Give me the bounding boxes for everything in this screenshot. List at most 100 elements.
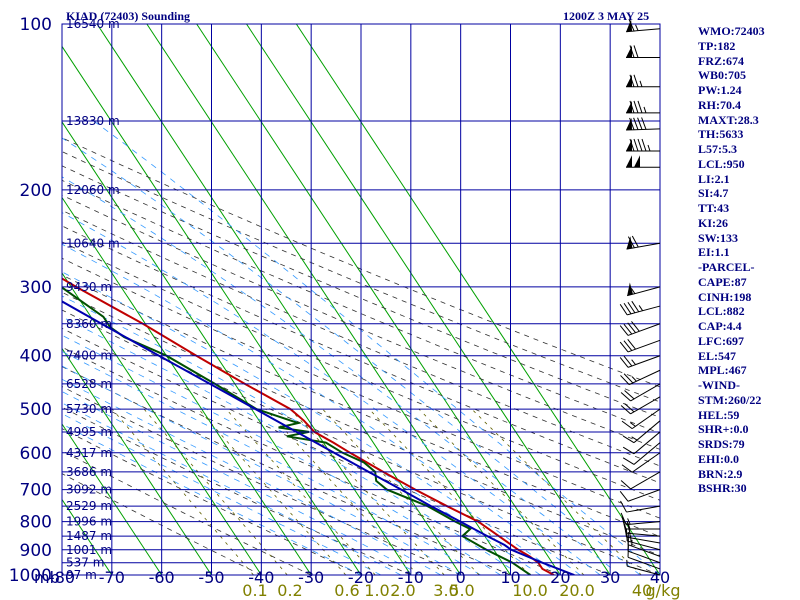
height-label: 3686 m: [66, 465, 112, 479]
dewpoint-profile: [62, 286, 531, 575]
temp-tick-label: 0: [456, 568, 466, 587]
dry-adiabat: [62, 165, 660, 418]
stat-item: SI:4.7: [698, 186, 729, 201]
mixing-ratio-line: [289, 408, 445, 575]
moist-adiabat: [62, 402, 402, 575]
mixing-ratio-label: 5.0: [449, 581, 474, 600]
stat-item: EHI:0.0: [698, 451, 740, 466]
stat-item: -PARCEL-: [698, 260, 755, 274]
stat-item: -WIND-: [698, 378, 740, 392]
stat-item: LCL:950: [698, 156, 745, 171]
wind-barb: [620, 500, 661, 513]
temp-tick-label: -80: [49, 568, 75, 587]
pressure-tick-label: 1000: [9, 566, 52, 586]
pressure-unit-label: mb: [34, 568, 60, 587]
plot-area: [0, 24, 660, 575]
isotherm-line: [196, 24, 561, 575]
moist-adiabat: [62, 423, 362, 575]
pressure-tick-label: 100: [20, 15, 52, 35]
height-label: 4995 m: [66, 425, 112, 439]
isotherm-line: [295, 24, 660, 575]
wind-barb: [626, 45, 660, 58]
isotherm-line: [62, 121, 362, 575]
stat-item: SHR+:0.0: [698, 422, 749, 437]
isotherm-line: [96, 24, 462, 575]
height-label: 4317 m: [66, 446, 112, 460]
pressure-tick-label: 500: [20, 400, 52, 420]
stat-item: KI:26: [698, 215, 728, 230]
stat-item: CAPE:87: [698, 274, 747, 289]
stat-item: TH:5633: [698, 127, 744, 142]
temp-tick-label: 10: [500, 568, 520, 587]
pressure-tick-label: 800: [20, 513, 52, 533]
stat-item: BRN:2.9: [698, 466, 743, 481]
mixing-ratio-line: [322, 408, 480, 575]
wind-barb: [626, 74, 660, 88]
isotherm-line: [0, 24, 12, 575]
stat-item: L57:5.3: [698, 142, 737, 156]
stat-item: MAXT:28.3: [698, 112, 759, 127]
mixing-ratio-label: 40: [632, 581, 652, 600]
stat-item: STM:260/22: [698, 392, 762, 407]
height-label: 1001 m: [66, 543, 112, 557]
wind-barb: [626, 559, 661, 576]
stat-item: RH:70.4: [698, 97, 741, 112]
mixing-ratio-label: 3.0: [433, 581, 458, 600]
plot-border: [61, 23, 661, 576]
moist-adiabat: [62, 391, 421, 575]
stat-item: TP:182: [698, 38, 736, 53]
height-label: 12060 m: [66, 183, 120, 197]
pressure-tick-label: 600: [20, 444, 52, 464]
wind-barb: [626, 138, 660, 152]
height-label: 97 m: [66, 568, 97, 582]
isotherm-line: [62, 45, 412, 575]
temp-tick-label: 40: [650, 568, 670, 587]
pressure-tick-label: 300: [20, 278, 52, 298]
moist-adiabat: [62, 378, 441, 575]
height-label: 5730 m: [66, 402, 112, 416]
moist-adiabat: [62, 365, 461, 575]
temp-tick-label: -70: [99, 568, 125, 587]
stat-item: PW:1.24: [698, 83, 742, 97]
temp-tick-label: -50: [198, 568, 224, 587]
isotherm-line: [62, 196, 312, 575]
isotherm-line: [62, 347, 212, 575]
stat-item: EL:547: [698, 348, 737, 363]
mixing-ratio-line: [143, 408, 288, 575]
temperature-profile: [62, 277, 555, 575]
wind-barb: [627, 282, 661, 297]
temp-tick-label: 30: [600, 568, 620, 587]
mixing-ratio-label: 0.6: [334, 581, 359, 600]
height-label: 9430 m: [66, 280, 112, 294]
stat-item: TT:43: [698, 201, 730, 215]
moist-adiabat: [62, 212, 601, 575]
stat-item: CAP:4.4: [698, 319, 742, 333]
stat-item: MPL:467: [698, 363, 747, 378]
wind-barb: [619, 300, 661, 316]
moist-adiabat: [62, 243, 581, 575]
wind-barb: [620, 369, 661, 386]
stat-item: LCL:882: [698, 304, 745, 319]
wind-barb: [622, 431, 661, 455]
temp-tick-label: -60: [149, 568, 175, 587]
pressure-tick-label: 400: [20, 347, 52, 367]
isotherm-line: [246, 24, 611, 575]
stat-item: EI:1.1: [698, 245, 730, 260]
wind-barb: [619, 338, 661, 353]
height-label: 3092 m: [66, 483, 112, 497]
mixing-ratio-label: 10.0: [512, 581, 548, 600]
isotherm-line: [62, 423, 163, 575]
mixing-ratio-label: 20.0: [559, 581, 595, 600]
wind-barb: [622, 442, 661, 465]
stat-item: WB0:705: [698, 68, 746, 83]
moist-adiabat: [62, 271, 561, 575]
dry-adiabat: [62, 137, 660, 388]
moist-adiabat: [62, 334, 501, 575]
temp-tick-label: -40: [248, 568, 274, 587]
wind-barb: [620, 471, 661, 490]
pressure-tick-label: 700: [20, 481, 52, 501]
stat-item: SRDS:79: [698, 437, 745, 451]
height-label: 10640 m: [66, 236, 120, 250]
temp-tick-label: -10: [398, 568, 424, 587]
